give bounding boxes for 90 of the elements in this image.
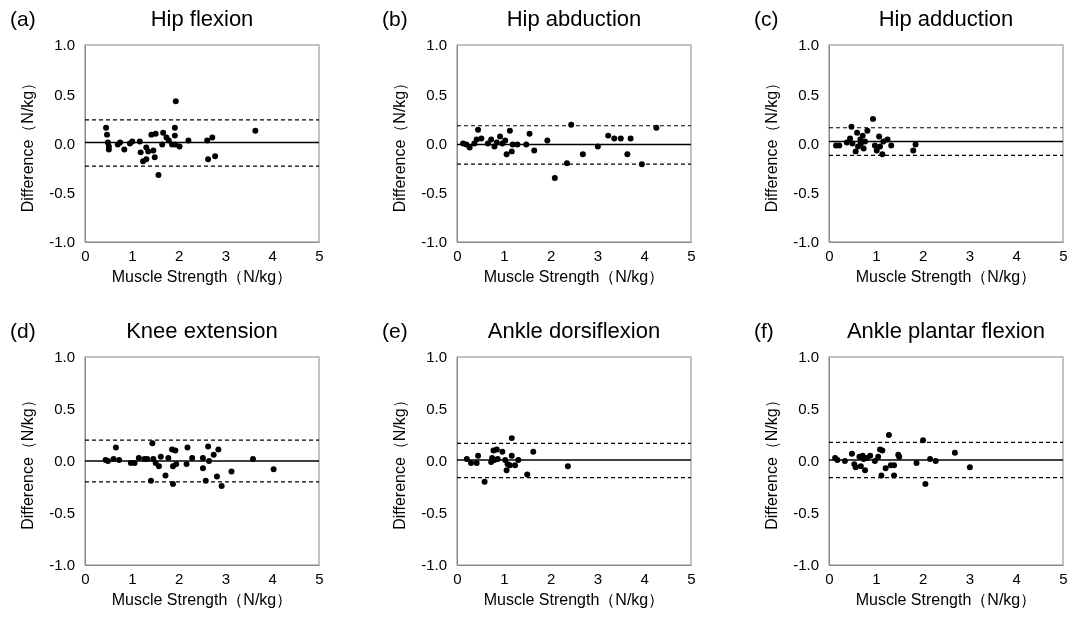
y-tick-label: 0.5: [54, 400, 75, 418]
x-tick-label: 2: [918, 246, 928, 264]
y-tick-label: -0.5: [793, 184, 819, 202]
chart-title: Knee extension: [126, 318, 278, 343]
x-tick-label: 4: [268, 246, 277, 264]
x-tick-label: 0: [825, 569, 834, 587]
y-axis-title: Difference（N/kg）: [763, 74, 780, 213]
x-tick-label: 5: [687, 569, 696, 587]
x-tick-label: 4: [268, 569, 277, 587]
y-tick-label: -1.0: [793, 233, 819, 251]
y-axis-title: Difference（N/kg）: [763, 392, 780, 530]
x-tick-label: 5: [1059, 246, 1068, 264]
x-axis-title: Muscle Strength（N/kg）: [483, 591, 665, 608]
x-tick-label: 5: [315, 569, 324, 587]
x-tick-label: 0: [453, 569, 462, 587]
y-axis-title: Difference（N/kg）: [391, 74, 408, 213]
y-tick-label: -1.0: [49, 556, 75, 574]
y-tick-label: 0.0: [426, 134, 447, 152]
y-axis-title: Difference（N/kg）: [19, 74, 36, 213]
y-tick-label: -0.5: [49, 504, 75, 522]
y-tick-label: 1.0: [426, 348, 447, 366]
y-tick-label: -1.0: [793, 556, 819, 574]
y-tick-label: 1.0: [54, 36, 75, 54]
y-tick-label: -0.5: [49, 184, 75, 202]
x-tick-label: 1: [500, 569, 509, 587]
x-tick-label: 5: [1059, 569, 1068, 587]
y-tick-label: 0.5: [426, 85, 447, 103]
y-tick-label: -0.5: [793, 504, 819, 522]
x-axis-title: Muscle Strength（N/kg）: [483, 268, 665, 285]
x-tick-label: 0: [453, 246, 462, 264]
text: (e): [382, 319, 408, 342]
y-tick-label: 1.0: [798, 348, 819, 366]
x-tick-label: 4: [640, 246, 649, 264]
x-tick-label: 1: [500, 246, 509, 264]
y-tick-label: 0.5: [426, 400, 447, 418]
chart-title: Ankle dorsiflexion: [487, 318, 661, 343]
x-tick-label: 2: [174, 246, 184, 264]
y-tick-label: 0.0: [54, 134, 75, 152]
text: (f): [754, 319, 774, 342]
y-tick-label: 1.0: [54, 348, 75, 366]
y-tick-label: 0.5: [798, 85, 819, 103]
x-tick-label: 3: [221, 569, 231, 587]
x-axis-title: Muscle Strength（N/kg）: [855, 268, 1037, 285]
x-axis-title: Muscle Strength（N/kg）: [111, 268, 293, 285]
x-tick-label: 2: [174, 569, 184, 587]
y-axis-title: Difference（N/kg）: [19, 392, 36, 530]
x-tick-label: 1: [128, 569, 137, 587]
x-axis-title: Muscle Strength（N/kg）: [111, 591, 293, 608]
chart-title: Ankle plantar flexion: [846, 318, 1046, 343]
x-tick-label: 2: [918, 569, 928, 587]
x-tick-label: 4: [1012, 246, 1021, 264]
y-tick-label: -0.5: [421, 504, 447, 522]
text: (d): [10, 319, 36, 342]
text: (c): [754, 7, 779, 30]
x-tick-label: 0: [825, 246, 834, 264]
x-axis-title: Muscle Strength（N/kg）: [855, 591, 1037, 608]
x-tick-label: 3: [221, 246, 231, 264]
x-tick-label: 0: [81, 246, 90, 264]
x-tick-label: 1: [872, 569, 881, 587]
x-tick-label: 5: [315, 246, 324, 264]
x-tick-label: 1: [872, 246, 881, 264]
y-tick-label: 0.5: [54, 85, 75, 103]
y-axis-title: Difference（N/kg）: [391, 392, 408, 530]
x-tick-label: 3: [593, 246, 603, 264]
x-tick-label: 3: [593, 569, 603, 587]
x-tick-label: 0: [81, 569, 90, 587]
y-tick-label: 0.0: [54, 452, 75, 470]
x-tick-label: 5: [687, 246, 696, 264]
chart-title: Hip adduction: [878, 6, 1014, 31]
x-tick-label: 4: [640, 569, 649, 587]
x-tick-label: 3: [965, 569, 975, 587]
chart-title: Hip flexion: [150, 6, 254, 31]
y-tick-label: -1.0: [421, 556, 447, 574]
text: (a): [10, 7, 36, 30]
x-tick-label: 2: [546, 246, 556, 264]
y-tick-label: 1.0: [798, 36, 819, 54]
x-tick-label: 4: [1012, 569, 1021, 587]
y-tick-label: 0.0: [426, 452, 447, 470]
x-tick-label: 2: [546, 569, 556, 587]
text: (b): [382, 7, 408, 30]
y-tick-label: -1.0: [49, 233, 75, 251]
chart-title: Hip abduction: [506, 6, 642, 31]
x-tick-label: 3: [965, 246, 975, 264]
x-tick-label: 1: [128, 246, 137, 264]
y-tick-label: -1.0: [421, 233, 447, 251]
y-tick-label: 1.0: [426, 36, 447, 54]
y-tick-label: 0.5: [798, 400, 819, 418]
y-tick-label: -0.5: [421, 184, 447, 202]
y-tick-label: 0.0: [798, 134, 819, 152]
y-tick-label: 0.0: [798, 452, 819, 470]
